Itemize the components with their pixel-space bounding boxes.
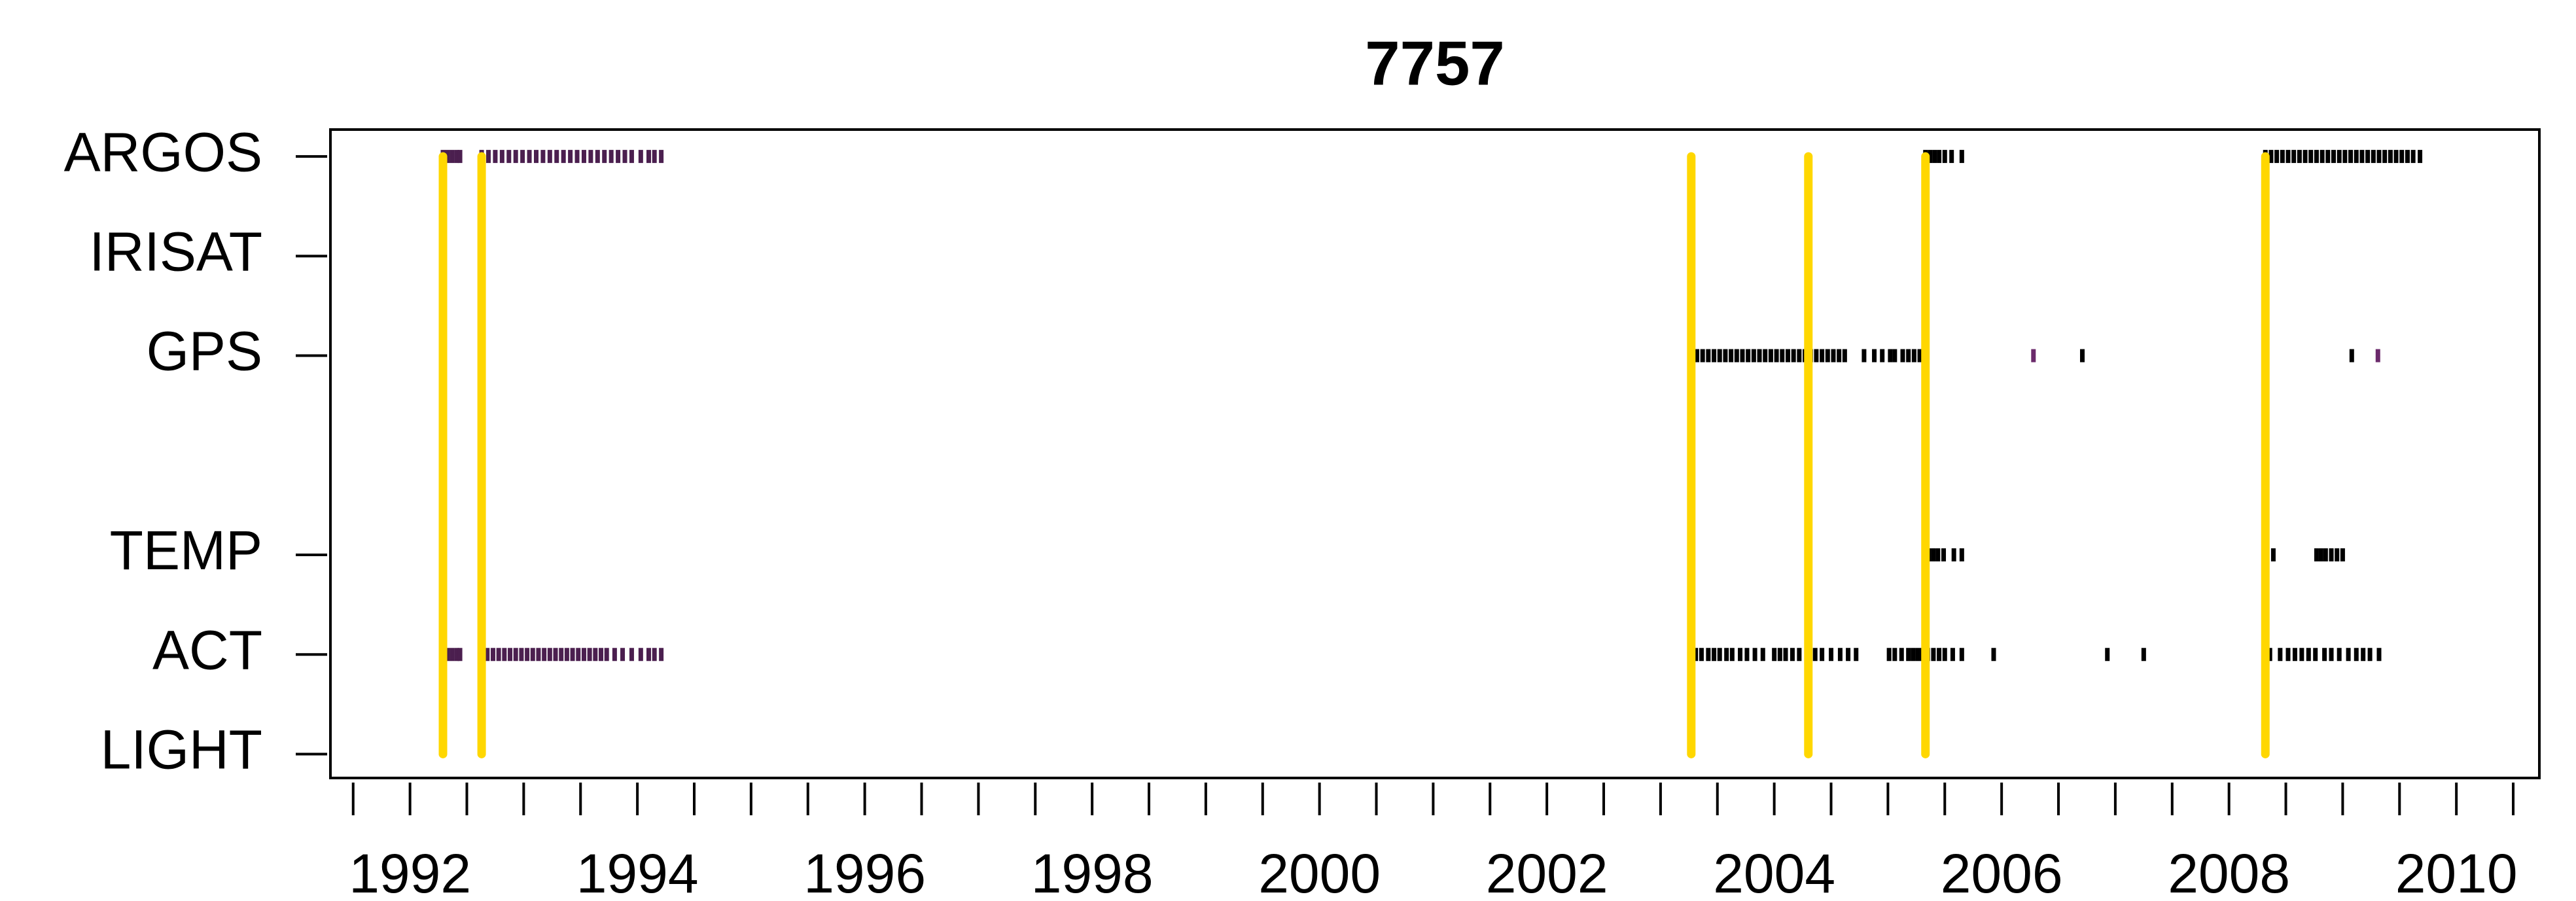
x-tick-label: 2006 xyxy=(1941,843,2063,901)
x-tick-label: 2004 xyxy=(1713,843,1835,901)
x-tick-label: 1994 xyxy=(576,843,699,901)
x-tick-label: 1996 xyxy=(803,843,926,901)
x-tick-label: 1992 xyxy=(349,843,471,901)
x-tick-label: 2002 xyxy=(1486,843,1608,901)
x-tick-label: 1998 xyxy=(1031,843,1154,901)
chart-title: 7757 xyxy=(1365,28,1505,98)
x-tick-label: 2000 xyxy=(1258,843,1381,901)
y-tick-label: LIGHT xyxy=(101,719,262,781)
y-tick-label: TEMP xyxy=(110,520,262,581)
x-tick-label: 2010 xyxy=(2395,843,2518,901)
x-tick-label: 2008 xyxy=(2168,843,2290,901)
y-tick-label: ARGOS xyxy=(64,121,262,183)
y-tick-label: IRISAT xyxy=(90,221,262,283)
y-tick-label: ACT xyxy=(152,619,262,680)
plot-frame xyxy=(329,128,2541,779)
y-tick-label: GPS xyxy=(147,321,262,382)
